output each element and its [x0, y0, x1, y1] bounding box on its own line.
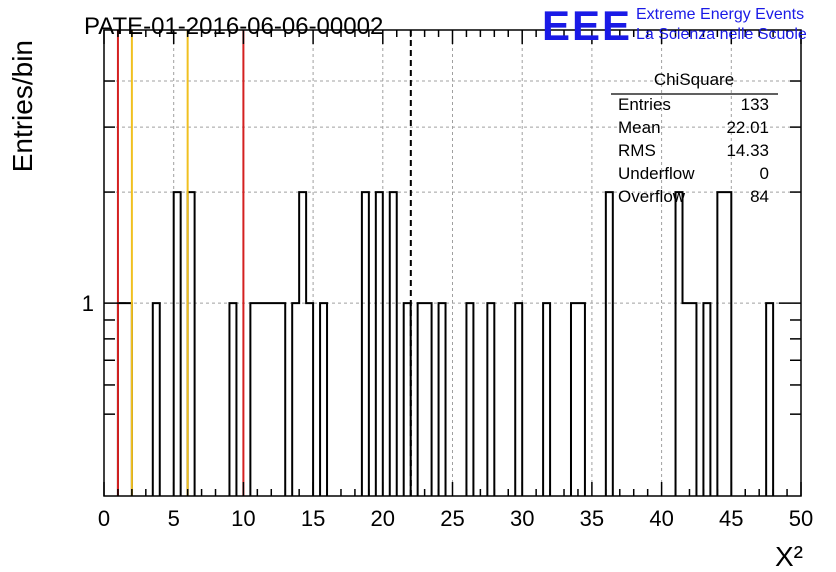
histogram-bin: [188, 192, 195, 496]
y-axis-label: Entries/bin: [7, 40, 38, 172]
x-tick-label: 50: [789, 506, 813, 531]
stats-row-value: 14.33: [726, 141, 769, 160]
stats-row-value: 133: [741, 95, 769, 114]
x-axis-label: X²: [775, 541, 803, 572]
stats-box: ChiSquare Entries 133 Mean 22.01 RMS 14.33 Und…: [611, 70, 778, 206]
stats-rows: Entries 133 Mean 22.01 RMS 14.33 Underflow 0 Ove…: [618, 95, 769, 206]
histogram-outline: [116, 191, 775, 496]
x-tick-label: 30: [510, 506, 534, 531]
histogram-bin: [306, 303, 313, 496]
stats-row-label: Mean: [618, 118, 661, 137]
histogram-bin: [571, 303, 578, 496]
chart-title: PATE-01-2016-06-06-00002: [84, 13, 383, 40]
histogram: [116, 191, 775, 496]
histogram-bin: [425, 303, 432, 496]
histogram-bin: [487, 303, 494, 496]
histogram-bin: [766, 303, 773, 496]
histogram-bin: [404, 303, 411, 496]
histogram-bin: [543, 303, 550, 496]
histogram-bin: [376, 192, 383, 496]
histogram-bin: [250, 303, 257, 496]
histogram-bin: [689, 303, 696, 496]
histogram-bin: [676, 192, 683, 496]
reference-lines: [116, 30, 412, 496]
stats-title: ChiSquare: [654, 70, 734, 89]
histogram-bin: [264, 303, 271, 496]
histogram-bin: [362, 192, 369, 496]
histogram-bin: [320, 303, 327, 496]
x-tick-label: 10: [231, 506, 255, 531]
grid: [104, 30, 801, 496]
histogram-bin: [153, 303, 160, 496]
stats-row-label: Underflow: [618, 164, 695, 183]
x-tick-label: 15: [301, 506, 325, 531]
histogram-bin: [271, 303, 278, 496]
axis-ticks: 0 5 10 15 20 25 30 35 40 45 50 1: [82, 30, 813, 531]
histogram-bin: [229, 303, 236, 496]
eee-logo-line2: La Scienza nelle Scuole: [636, 26, 807, 43]
histogram-bin: [515, 303, 522, 496]
histogram-bin: [125, 303, 132, 496]
histogram-bin: [278, 303, 285, 496]
x-tick-label: 35: [580, 506, 604, 531]
histogram-bin: [118, 303, 125, 496]
histogram-bin: [606, 192, 613, 496]
histogram-bin: [257, 303, 264, 496]
stats-row-value: 22.01: [726, 118, 769, 137]
stats-row-value: 0: [760, 164, 769, 183]
x-tick-label: 45: [719, 506, 743, 531]
histogram-bin: [174, 192, 181, 496]
histogram-bin: [299, 192, 306, 496]
x-tick-label: 25: [440, 506, 464, 531]
histogram-bin: [683, 303, 690, 496]
histogram-bin: [439, 303, 446, 496]
stats-row-label: Entries: [618, 95, 671, 114]
x-tick-label: 0: [98, 506, 110, 531]
histogram-bin: [418, 303, 425, 496]
histogram-bin: [466, 303, 473, 496]
stats-row-label: RMS: [618, 141, 656, 160]
histogram-bin: [703, 303, 710, 496]
eee-logo: EEE Extreme Energy Events La Scienza nel…: [542, 2, 807, 49]
histogram-bin: [578, 303, 585, 496]
x-tick-label: 5: [168, 506, 180, 531]
x-tick-label: 40: [649, 506, 673, 531]
stats-row-value: 84: [750, 187, 769, 206]
stats-row-label: Overflow: [618, 187, 686, 206]
eee-logo-mark: EEE: [542, 2, 632, 49]
histogram-bin: [717, 192, 724, 496]
x-tick-label: 20: [371, 506, 395, 531]
histogram-bin: [292, 303, 299, 496]
eee-logo-line1: Extreme Energy Events: [636, 6, 804, 23]
histogram-bin: [724, 192, 731, 496]
histogram-bin: [390, 192, 397, 496]
y-tick-label: 1: [82, 291, 94, 316]
